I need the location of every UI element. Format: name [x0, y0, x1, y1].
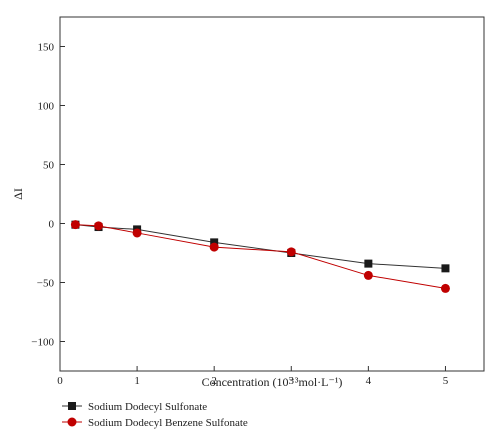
series-2-point: [209, 242, 219, 252]
x-tick-label: 3: [289, 375, 295, 387]
series-2-point: [440, 283, 450, 293]
legend-label-2: Sodium Dodecyl Benzene Sulfonate: [88, 417, 248, 429]
legend-label-1: Sodium Dodecyl Sulfonate: [88, 401, 207, 413]
y-tick-label: 0: [49, 219, 55, 231]
series-2-point: [363, 270, 373, 280]
legend: Sodium Dodecyl Sulfonate Sodium Dodecyl B…: [62, 401, 248, 429]
series-2-point: [94, 221, 104, 231]
x-tick-label: 5: [443, 375, 449, 387]
plot-frame: [59, 16, 485, 372]
series-1-point: [364, 259, 373, 268]
x-tick-label: 2: [211, 375, 217, 387]
series-line-2: [75, 224, 446, 289]
x-axis-label: Concentration (10⁻³mol·L⁻¹): [202, 375, 343, 389]
x-axis-ticks: 0 1 2 3 4 5: [57, 366, 449, 387]
y-axis-label: ΔI: [11, 188, 25, 200]
series-2-point: [286, 247, 296, 257]
x-tick-label: 1: [134, 375, 140, 387]
x-tick-label: 4: [366, 375, 372, 387]
y-tick-label: 50: [43, 160, 55, 172]
y-tick-label: 150: [38, 42, 55, 54]
series-2-point: [70, 220, 80, 230]
x-tick-label: 0: [57, 375, 63, 387]
y-axis-ticks: 150 100 50 0 −50 −100: [31, 42, 65, 349]
series-line-1: [75, 224, 446, 269]
legend-marker-1: [68, 402, 76, 410]
series-1-point: [441, 264, 450, 273]
y-tick-label: −50: [37, 278, 55, 290]
series-layer: [70, 220, 450, 293]
legend-marker-2: [67, 417, 77, 427]
series-2-point: [132, 228, 142, 238]
y-tick-label: 100: [38, 101, 55, 113]
series-1-point: [210, 238, 219, 247]
y-tick-label: −100: [31, 337, 54, 349]
